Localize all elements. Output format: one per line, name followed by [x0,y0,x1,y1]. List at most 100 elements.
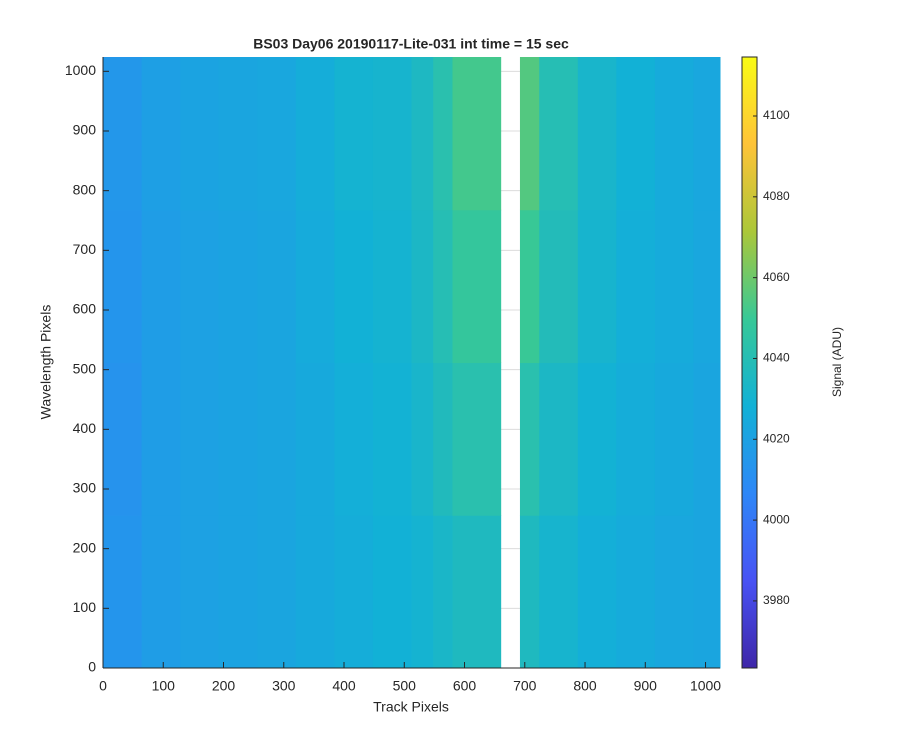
colorbar-label: Signal (ADU) [830,327,844,397]
heatmap-cell [218,209,258,363]
heatmap-cell [433,515,453,669]
y-tick-label: 500 [73,360,97,376]
colorbar-tick-label: 4060 [763,270,790,284]
y-tick-label: 900 [73,122,97,138]
colorbar [741,56,758,669]
heatmap-cell [180,57,220,211]
heatmap-cell [519,57,540,211]
heatmap-cell [577,515,617,669]
colorbar-tick-label: 3980 [763,593,790,607]
heatmap-cell [180,515,220,669]
heatmap-cell [519,515,540,669]
heatmap-cell [257,362,297,516]
heatmap-cell [257,515,297,669]
x-tick-label: 1000 [690,678,721,694]
y-tick-label: 1000 [65,62,96,78]
heatmap-cell [141,515,181,669]
heatmap-cell [433,209,453,363]
heatmap-cell [295,515,335,669]
colorbar-tick-label: 4100 [763,108,790,122]
colorbar-tick-label: 4080 [763,189,790,203]
y-tick-label: 300 [73,480,97,496]
heatmap-cell [693,209,721,363]
heatmap-cell [539,515,579,669]
heatmap-cell [433,57,453,211]
x-tick-label: 200 [212,678,236,694]
heatmap-cell [519,362,540,516]
y-tick-label: 0 [88,659,96,675]
chart-title: BS03 Day06 20190117-Lite-031 int time = … [253,36,569,52]
colorbar-tick-label: 4020 [763,431,790,445]
heatmap-cell [372,362,412,516]
heatmap-cell [218,57,258,211]
x-tick-label: 0 [99,678,107,694]
y-axis-label: Wavelength Pixels [38,305,54,420]
heatmap-cell [693,362,721,516]
heatmap-cell [411,515,434,669]
heatmap-cell [616,362,656,516]
heatmap-cell [103,57,143,211]
heatmap-cell [218,362,258,516]
heatmap-cell [103,515,143,669]
heatmap-cell [334,209,374,363]
heatmap-cell [411,362,434,516]
heatmap-cell [433,362,453,516]
heatmap-cell [452,209,502,363]
heatmap-cell [372,209,412,363]
y-tick-label: 200 [73,539,97,555]
heatmap-cell [577,362,617,516]
x-tick-label: 500 [393,678,417,694]
heatmap-cell [654,515,694,669]
heatmap-cell [411,209,434,363]
y-tick-label: 700 [73,241,97,257]
heatmap-cell [693,57,721,211]
heatmap-cell [103,362,143,516]
heatmap-cell [519,209,540,363]
heatmap-cell [577,57,617,211]
x-tick-label: 600 [453,678,477,694]
x-tick-label: 700 [513,678,537,694]
heatmap-cell [180,209,220,363]
heatmap-cell [257,209,297,363]
heatmap-cell [334,57,374,211]
heatmap-cell [141,57,181,211]
heatmap-cell [180,362,220,516]
heatmap-cell [103,209,143,363]
heatmap-cell [654,57,694,211]
x-axis-label: Track Pixels [373,699,449,715]
heatmap-cell [616,515,656,669]
heatmap-cell [295,209,335,363]
x-tick-label: 900 [634,678,658,694]
y-tick-label: 400 [73,420,97,436]
y-tick-label: 800 [73,181,97,197]
colorbar-tick-label: 4040 [763,351,790,365]
heatmap-cell [654,362,694,516]
heatmap-cell [295,57,335,211]
heatmap-cell [334,362,374,516]
heatmap-cell [218,515,258,669]
heatmap-cell [141,362,181,516]
x-tick-label: 800 [573,678,597,694]
heatmap-cell [654,209,694,363]
x-tick-label: 300 [272,678,296,694]
heatmap-cell [452,57,502,211]
heatmap-cell [411,57,434,211]
heatmap-cell [693,515,721,669]
heatmap-cell [452,515,502,669]
heatmap-cell [616,57,656,211]
heatmap-cell [616,209,656,363]
heatmap-cell [539,362,579,516]
heatmap-cell [452,362,502,516]
heatmap-cell [539,57,579,211]
heatmap-cell [372,57,412,211]
heatmap-cell [372,515,412,669]
y-tick-label: 100 [73,599,97,615]
heatmap-cell [141,209,181,363]
heatmap-cell [539,209,579,363]
heatmap-cell [577,209,617,363]
colorbar-tick-label: 4000 [763,512,790,526]
x-tick-label: 400 [332,678,356,694]
heatmap-cell [334,515,374,669]
